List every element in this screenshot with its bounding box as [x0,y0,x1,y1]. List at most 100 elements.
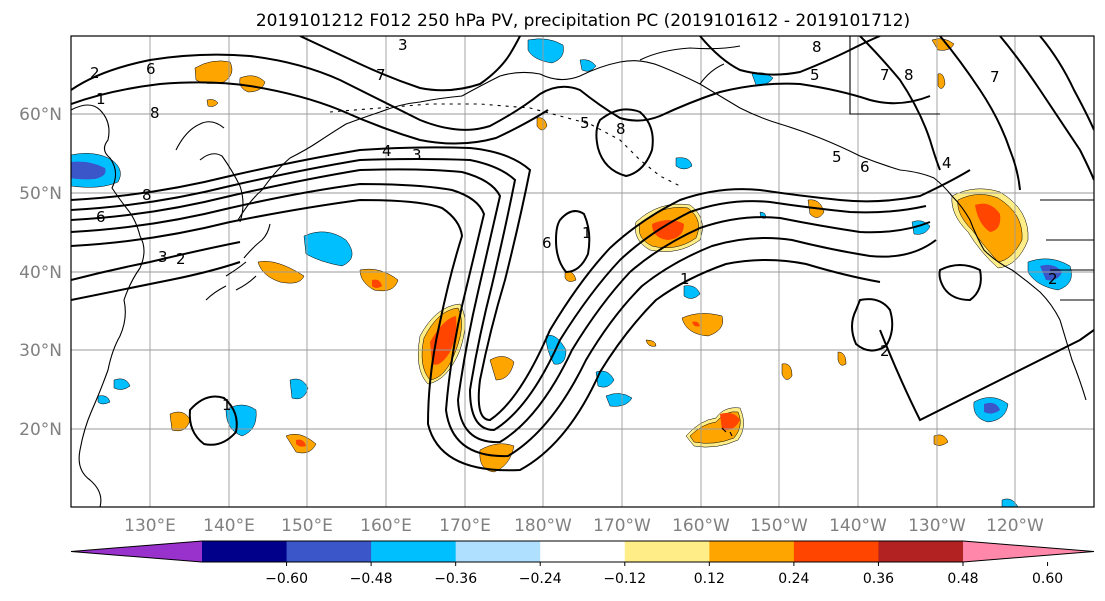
precip-negative-core [984,402,1000,414]
precip-negative-core [71,161,106,180]
contour-label: 5 [810,66,820,84]
contour-label: 5 [580,114,590,132]
contour-label: 3 [158,248,168,266]
colorbar-segment [455,541,541,562]
colorbar-segment [793,541,879,562]
lon-label: 160°W [672,516,730,536]
colorbar-tick-label: 0.24 [778,571,809,587]
colorbar-segment [878,541,964,562]
lon-label: 160°E [360,516,412,536]
precip-negative-region [605,393,633,407]
contour-label: 2 [176,250,186,268]
colorbar-segment [709,541,795,562]
precip-positive-region [933,434,949,446]
colorbar-segment [286,541,372,562]
contour-label: 7 [990,68,1000,86]
colorbar-segment [540,541,626,562]
lat-label: 60°N [19,105,62,125]
lat-label: 20°N [19,420,62,440]
contour-label: 4 [942,154,952,172]
contour-label: 8 [150,104,160,122]
map-frame [70,35,1095,508]
colorbar-tick-label: 0.60 [1032,571,1063,587]
contour-labels: 6 8 3 7 5 8 4 3 8 6 3 2 6 1 1 8 7 8 5 6 [90,36,1058,414]
coastlines [71,36,1094,507]
lon-label: 120°W [986,516,1044,536]
contour-label: 3 [398,36,408,54]
colorbar-tick-label: −0.60 [265,571,308,587]
contour-label: 1 [582,224,592,242]
pv-contours [71,36,1094,472]
precip-negative-region [595,370,615,388]
colorbar-tick-label: −0.36 [434,571,477,587]
precip-negative-region [683,285,701,299]
precip-positive-core [372,279,382,288]
precip-positive-region [781,363,793,380]
contour-label: 8 [904,66,914,84]
contour-label: 6 [146,60,156,78]
precip-positive-region [489,356,515,381]
colorbar-tick-label: 0.36 [863,571,894,587]
precip-positive-region [479,443,515,473]
contour-label: 7 [376,66,386,84]
contour-label: 2 [880,342,890,360]
lat-label: 40°N [19,263,62,283]
contour-label: 1 [222,396,232,414]
lon-label: 180°W [514,516,572,536]
colorbar-segment [624,541,710,562]
contour-label: 6 [96,208,106,226]
precip-positive-region [206,99,219,107]
colorbar-segment [202,541,288,562]
contour-label: 2 [1048,270,1058,288]
contour-label: 2 [90,64,100,82]
precip-negative-region [527,38,564,64]
precip-positive-core [296,439,306,447]
precip-negative-region [289,378,309,400]
colorbar-tick-label: −0.24 [519,571,562,587]
lon-label: 150°W [750,516,808,536]
colorbar-outline [70,540,1095,563]
colorbar-segment [371,541,457,562]
contour-label: 5 [832,148,842,166]
precip-negative-region [303,231,353,267]
precip-positive-core [430,316,457,365]
precip-negative-region [579,59,597,72]
contour-label: 1 [96,90,106,108]
lon-label: 140°W [829,516,887,536]
contour-label: 8 [142,186,152,204]
contour-label: 8 [812,38,822,56]
contour-label: 6 [542,234,552,252]
colorbar-extension-high [963,541,1094,562]
precip-negative-region [675,157,693,170]
lon-label: 170°E [439,516,491,536]
precip-negative-region [97,395,111,405]
colorbar-extension-low [71,541,202,562]
figure-title: 2019101212 F012 250 hPa PV, precipitatio… [256,11,910,31]
lat-label: 50°N [19,184,62,204]
contour-label: 3 [412,146,422,164]
lat-label: 30°N [19,341,62,361]
colorbar-tick-label: 0.48 [947,571,978,587]
lon-label: 150°E [281,516,333,536]
precip-positive-region [837,351,847,366]
colorbar-tick-label: −0.12 [603,571,646,587]
precip-positive-core [692,321,700,327]
precip-negative-region [1001,498,1019,507]
latitude-labels: 60°N 50°N 40°N 30°N 20°N [19,105,62,440]
precip-positive-core [720,412,740,431]
precip-negative-region [225,404,257,437]
contour-label: 8 [616,120,626,138]
colorbar-tick-label: −0.48 [350,571,393,587]
map-panel: 6 8 3 7 5 8 4 3 8 6 3 2 6 1 1 8 7 8 5 6 [70,35,1095,508]
contour-label: 6 [860,158,870,176]
precip-positive-region [536,117,548,131]
colorbar-tick-label: 0.12 [694,571,725,587]
lon-label: 130°W [908,516,966,536]
precip-positive-core [975,203,1001,232]
colorbar: −0.60 −0.48 −0.36 −0.24 −0.12 0.12 0.24 0.36 0.4… [70,540,1095,587]
precip-negative-core [1040,264,1062,281]
longitude-labels: 130°E 140°E 150°E 160°E 170°E 180°W 170°… [124,516,1044,536]
precip-negative-region [113,378,131,390]
contour-label: 7 [880,66,890,84]
